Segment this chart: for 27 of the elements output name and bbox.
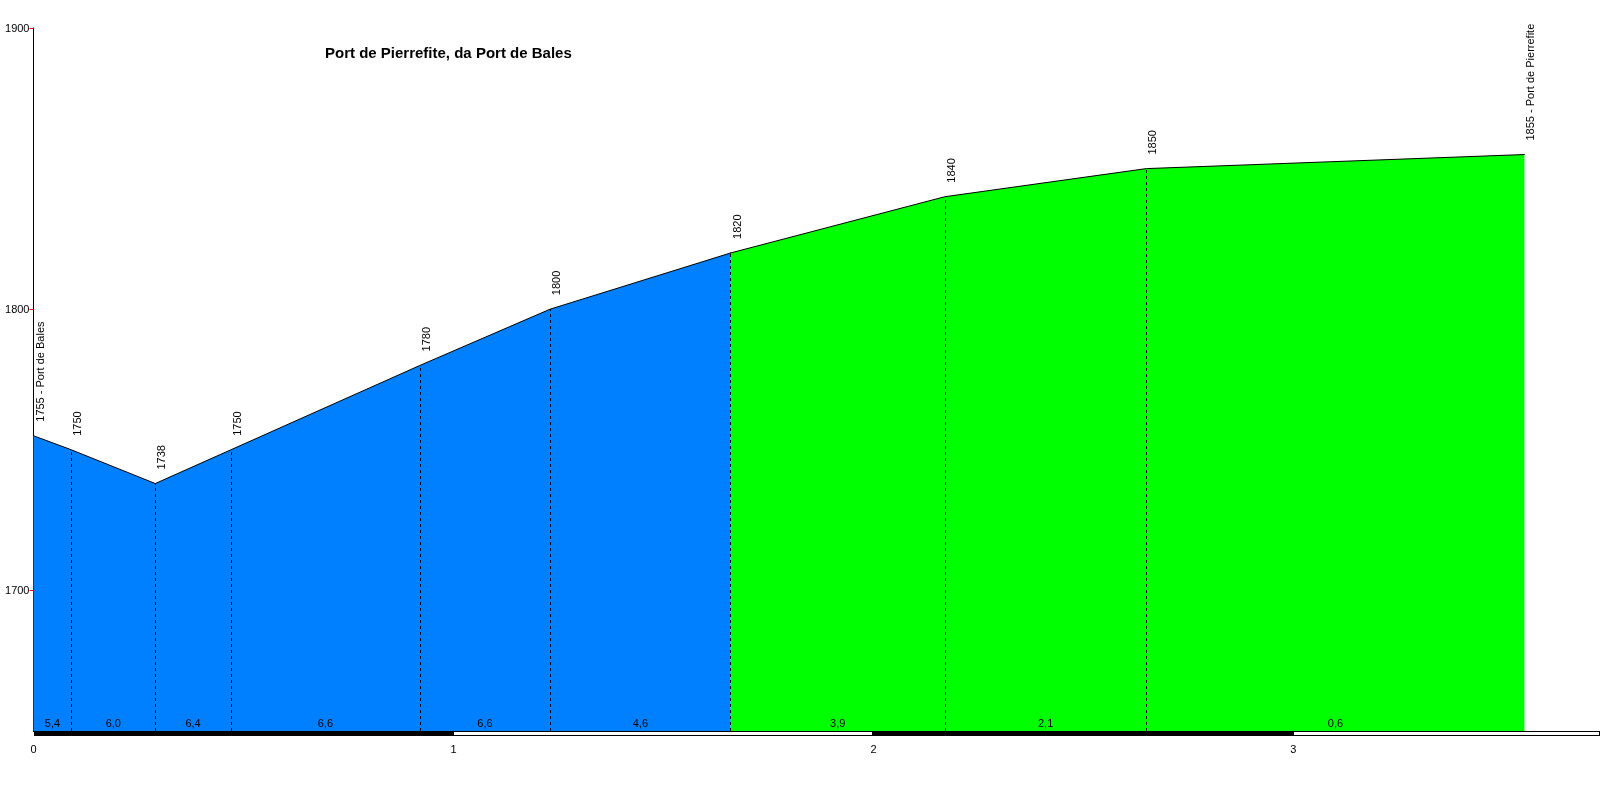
y-tick-label: 1700 — [5, 584, 30, 597]
annotation: 6,4 — [185, 717, 201, 729]
text: Port de Pierrefite, da Port de Bales — [325, 44, 572, 61]
annotation: 5,4 — [44, 717, 61, 729]
annotation: 6,6 — [477, 717, 493, 729]
x-tick-label: 2 — [870, 742, 877, 755]
y-tick-label: 1900 — [5, 22, 30, 34]
x-tick-label: 3 — [1290, 742, 1297, 755]
annotation: 6,0 — [105, 717, 121, 729]
data-label: 1780 — [419, 326, 432, 352]
data-label: 1820 — [730, 214, 743, 239]
data-label: 1850 — [1146, 130, 1159, 155]
data-label: 1755 - Port de Bales — [33, 320, 46, 422]
annotation: 0,6 — [1327, 717, 1344, 729]
annotation: 4,6 — [632, 717, 649, 729]
y-tick-label: 1800 — [5, 303, 30, 316]
annotation: 6,6 — [317, 717, 334, 729]
data-label: 1855 - Port de Pierrefite — [1524, 23, 1537, 141]
data-label: 1840 — [944, 158, 957, 183]
data-label: 1750 — [71, 411, 84, 436]
data-label: 1750 — [230, 411, 243, 436]
annotation: 2,1 — [1037, 717, 1054, 729]
data-label: 1800 — [550, 270, 563, 296]
annotation: 3,9 — [830, 717, 846, 729]
x-tick-label: 0 — [30, 742, 37, 755]
x-tick-label: 1 — [450, 742, 457, 755]
data-label: 1738 — [155, 445, 168, 470]
